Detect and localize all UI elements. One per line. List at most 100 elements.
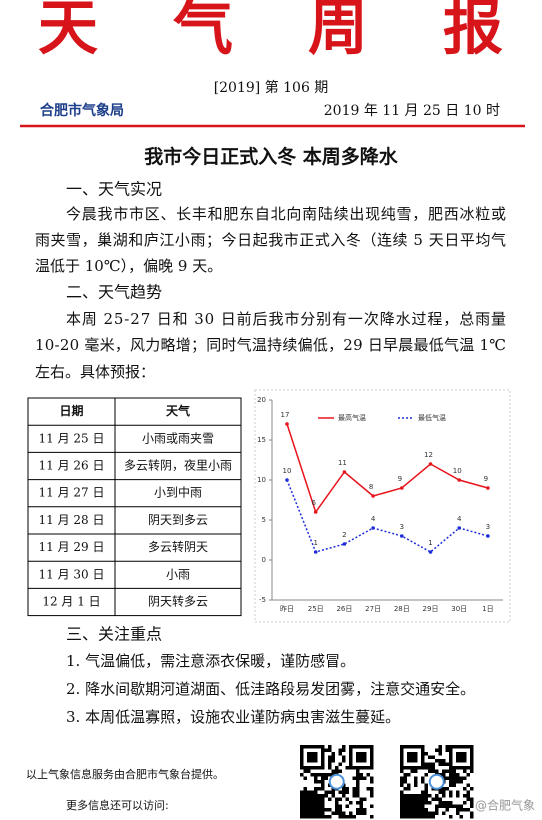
qr-module <box>435 759 439 763</box>
qr-module <box>445 808 449 812</box>
qr-module <box>310 808 314 812</box>
data-label: 4 <box>457 515 462 523</box>
qr-module <box>407 745 411 749</box>
qr-module <box>403 780 407 784</box>
qr-module <box>317 766 321 770</box>
qr-module <box>456 780 460 784</box>
qr-module <box>310 815 314 819</box>
data-label: 9 <box>484 475 488 483</box>
qr-module <box>438 790 442 794</box>
paragraph-line: 雨夹雪，巢湖和庐江小雨；今日起我市正式入冬（连续 5 天日平均气 <box>35 231 506 249</box>
qr-module <box>431 811 435 815</box>
qr-module <box>349 815 353 819</box>
qr-module <box>452 745 456 749</box>
qr-module <box>466 745 470 749</box>
qr-module <box>338 808 342 812</box>
qr-module <box>421 776 425 780</box>
qr-module <box>414 745 418 749</box>
qr-module <box>403 815 407 819</box>
qr-module <box>424 808 428 812</box>
qr-module <box>310 797 314 801</box>
qr-module <box>317 787 321 791</box>
qr-module <box>300 773 304 777</box>
qr-module <box>400 797 404 801</box>
qr-module <box>335 797 339 801</box>
qr-module <box>317 773 321 777</box>
qr-module <box>414 766 418 770</box>
legend-label: 最低气温 <box>418 413 446 422</box>
qr-module <box>403 776 407 780</box>
paragraph-line: 1. 气温偏低，需注意添衣保暖，谨防感冒。 <box>66 652 355 670</box>
qr-module <box>359 797 363 801</box>
qr-module <box>456 804 460 808</box>
qr-module <box>414 815 418 819</box>
qr-module <box>435 794 439 798</box>
point <box>457 478 462 482</box>
qr-module <box>407 808 411 812</box>
qr-module <box>303 801 307 805</box>
qr-module <box>321 776 325 780</box>
qr-module <box>310 752 314 756</box>
qr-module <box>321 787 325 791</box>
qr-module <box>303 804 307 808</box>
qr-module <box>449 755 453 759</box>
qr-module <box>307 745 311 749</box>
qr-module <box>403 797 407 801</box>
qr-module <box>442 804 446 808</box>
qr-module <box>449 745 453 749</box>
qr-module <box>366 766 370 770</box>
qr-module <box>421 752 425 756</box>
qr-module <box>335 801 339 805</box>
qr-module <box>456 773 460 777</box>
qr-module <box>421 745 425 749</box>
point <box>371 494 375 498</box>
qr-module <box>314 804 318 808</box>
table-cell: 11 月 26 日 <box>39 459 105 473</box>
qr-module <box>452 766 456 770</box>
qr-module <box>466 797 470 801</box>
qr-module <box>303 815 307 819</box>
qr-module <box>428 794 432 798</box>
qr-module <box>410 752 414 756</box>
qr-module <box>400 748 404 752</box>
qr-module <box>407 766 411 770</box>
x-tick-label: 1日 <box>482 605 493 613</box>
qr-module <box>442 773 446 777</box>
qr-module <box>470 797 474 801</box>
qr-module <box>421 748 425 752</box>
qr-module <box>370 762 374 766</box>
qr-module <box>338 762 342 766</box>
data-label: 1 <box>313 539 317 547</box>
data-label: 11 <box>338 459 347 467</box>
qr-module <box>421 797 425 801</box>
qr-module <box>407 783 411 787</box>
qr-module <box>414 794 418 798</box>
qr-module <box>314 752 318 756</box>
qr-module <box>424 762 428 766</box>
qr-module <box>342 815 346 819</box>
qr-module <box>307 759 311 763</box>
qr-module <box>421 755 425 759</box>
qr-module <box>338 748 342 752</box>
qr-module <box>317 794 321 798</box>
qr-module <box>452 769 456 773</box>
qr-module <box>403 808 407 812</box>
qr-module <box>424 787 428 791</box>
qr-module <box>314 773 318 777</box>
footer-more: 更多信息还可以访问: <box>66 798 169 812</box>
qr-module <box>359 755 363 759</box>
x-tick-label: 26日 <box>336 605 352 613</box>
qr-module <box>459 745 463 749</box>
x-tick-label: 29日 <box>423 605 439 613</box>
qr-module <box>317 801 321 805</box>
qr-module <box>366 773 370 777</box>
qr-module <box>359 773 363 777</box>
qr-module <box>300 755 304 759</box>
qr-module <box>321 762 325 766</box>
qr-module <box>417 801 421 805</box>
qr-module <box>349 755 353 759</box>
qr-module <box>310 745 314 749</box>
qr-module <box>300 790 304 794</box>
qr-module <box>459 815 463 819</box>
